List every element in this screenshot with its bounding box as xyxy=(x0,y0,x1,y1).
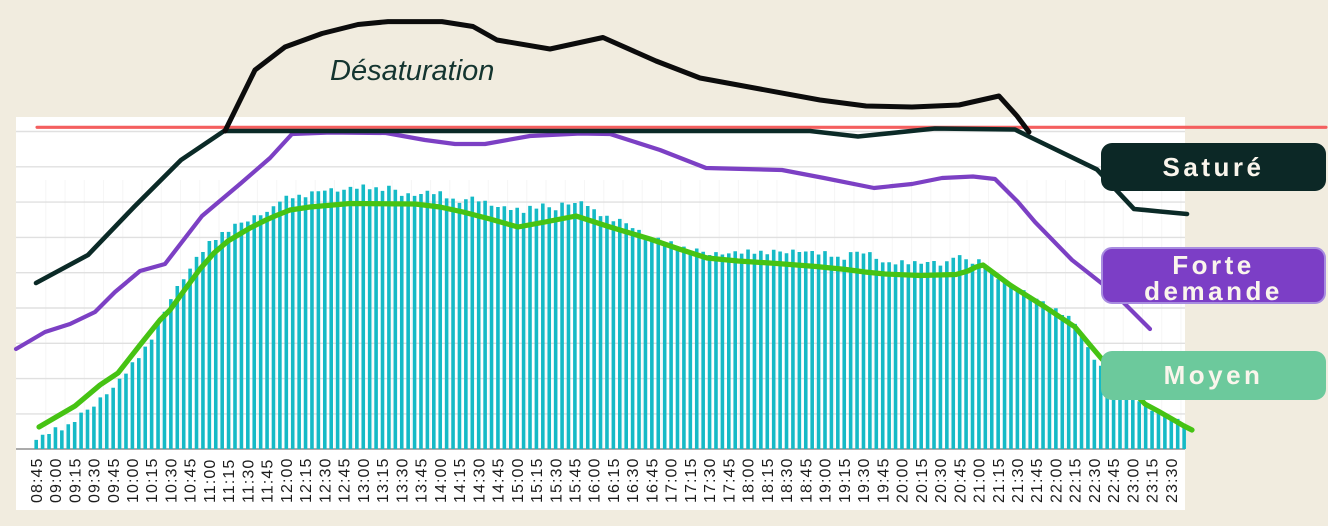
svg-text:14:00: 14:00 xyxy=(433,457,450,503)
svg-text:22:00: 22:00 xyxy=(1049,457,1066,503)
svg-text:14:15: 14:15 xyxy=(452,457,469,503)
svg-text:20:15: 20:15 xyxy=(914,457,931,503)
svg-text:16:15: 16:15 xyxy=(606,457,623,503)
svg-text:20:45: 20:45 xyxy=(952,457,969,503)
svg-text:12:45: 12:45 xyxy=(337,457,354,503)
svg-text:20:30: 20:30 xyxy=(933,457,950,503)
svg-text:21:30: 21:30 xyxy=(1010,457,1027,503)
svg-text:13:15: 13:15 xyxy=(375,457,392,503)
svg-text:18:45: 18:45 xyxy=(798,457,815,503)
svg-text:23:30: 23:30 xyxy=(1164,457,1181,503)
svg-text:21:00: 21:00 xyxy=(972,457,989,503)
svg-text:10:15: 10:15 xyxy=(144,457,161,503)
svg-text:13:00: 13:00 xyxy=(356,457,373,503)
svg-text:18:00: 18:00 xyxy=(741,457,758,503)
svg-text:19:00: 19:00 xyxy=(818,457,835,503)
svg-text:14:30: 14:30 xyxy=(471,457,488,503)
svg-text:11:15: 11:15 xyxy=(221,459,238,503)
svg-text:22:15: 22:15 xyxy=(1068,457,1085,503)
svg-text:19:15: 19:15 xyxy=(837,457,854,503)
svg-text:12:00: 12:00 xyxy=(279,457,296,503)
svg-text:11:45: 11:45 xyxy=(260,459,277,503)
svg-text:22:45: 22:45 xyxy=(1106,457,1123,503)
svg-text:16:45: 16:45 xyxy=(644,457,661,503)
svg-text:17:00: 17:00 xyxy=(664,457,681,503)
svg-text:11:00: 11:00 xyxy=(202,459,219,503)
svg-text:23:00: 23:00 xyxy=(1125,457,1142,503)
svg-text:14:45: 14:45 xyxy=(491,457,508,503)
svg-text:21:15: 21:15 xyxy=(991,457,1008,503)
svg-text:21:45: 21:45 xyxy=(1029,457,1046,503)
svg-text:09:15: 09:15 xyxy=(67,457,84,503)
svg-text:17:45: 17:45 xyxy=(721,457,738,503)
svg-text:20:00: 20:00 xyxy=(895,457,912,503)
svg-text:13:45: 13:45 xyxy=(414,457,431,503)
svg-text:12:30: 12:30 xyxy=(317,457,334,503)
svg-text:15:45: 15:45 xyxy=(568,457,585,503)
svg-text:11:30: 11:30 xyxy=(240,459,257,503)
svg-text:16:00: 16:00 xyxy=(587,457,604,503)
svg-text:08:45: 08:45 xyxy=(29,457,46,503)
svg-text:09:30: 09:30 xyxy=(87,457,104,503)
svg-text:22:30: 22:30 xyxy=(1087,457,1104,503)
svg-text:10:45: 10:45 xyxy=(183,457,200,503)
svg-text:17:30: 17:30 xyxy=(702,457,719,503)
svg-text:10:30: 10:30 xyxy=(164,457,181,503)
svg-text:23:15: 23:15 xyxy=(1145,457,1162,503)
svg-text:15:15: 15:15 xyxy=(529,457,546,503)
svg-text:15:30: 15:30 xyxy=(548,457,565,503)
svg-text:12:15: 12:15 xyxy=(298,457,315,503)
svg-text:17:15: 17:15 xyxy=(683,457,700,503)
svg-text:09:45: 09:45 xyxy=(106,457,123,503)
svg-text:18:15: 18:15 xyxy=(760,457,777,503)
svg-text:19:45: 19:45 xyxy=(875,457,892,503)
svg-text:10:00: 10:00 xyxy=(125,457,142,503)
svg-text:18:30: 18:30 xyxy=(779,457,796,503)
svg-text:13:30: 13:30 xyxy=(394,457,411,503)
svg-text:Désaturation: Désaturation xyxy=(330,55,494,87)
svg-text:16:30: 16:30 xyxy=(625,457,642,503)
svg-text:19:30: 19:30 xyxy=(856,457,873,503)
svg-text:09:00: 09:00 xyxy=(48,457,65,503)
svg-text:15:00: 15:00 xyxy=(510,457,527,503)
